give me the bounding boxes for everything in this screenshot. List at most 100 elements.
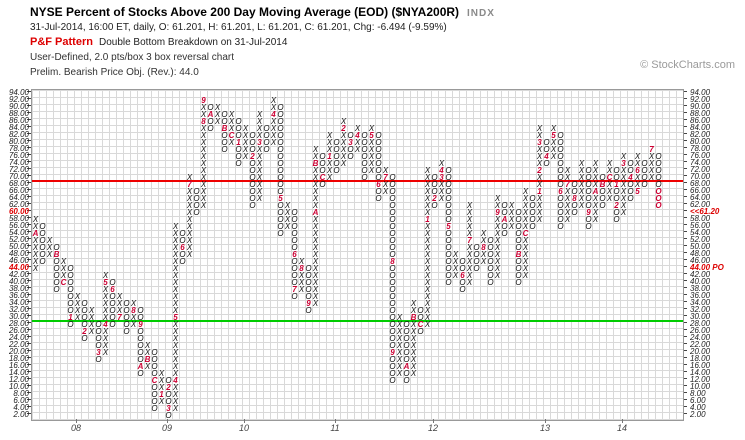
pf-cell: X xyxy=(522,257,529,266)
pf-cell: O xyxy=(53,271,60,280)
pf-cell: O xyxy=(151,404,158,413)
pf-cell: X xyxy=(46,236,53,245)
pf-cell: X xyxy=(536,180,543,189)
pf-cell: X xyxy=(88,306,95,315)
month-marker: A xyxy=(207,110,214,119)
pf-cell: X xyxy=(284,215,291,224)
pf-cell: X xyxy=(172,299,179,308)
pf-cell: O xyxy=(389,243,396,252)
pf-cell: X xyxy=(312,180,319,189)
pf-cell: O xyxy=(165,397,172,406)
pf-cell: O xyxy=(95,320,102,329)
pf-cell: X xyxy=(382,187,389,196)
month-marker: 8 xyxy=(201,117,206,126)
pf-cell: O xyxy=(151,355,158,364)
pf-cell: X xyxy=(424,201,431,210)
pf-cell: X xyxy=(200,194,207,203)
pf-cell: O xyxy=(445,271,452,280)
pf-cell: X xyxy=(256,117,263,126)
pf-cell: O xyxy=(151,390,158,399)
y-axis-label-left: 82.00 xyxy=(8,130,29,139)
pf-cell: X xyxy=(88,320,95,329)
pf-cell: X xyxy=(172,320,179,329)
pf-cell: X xyxy=(620,166,627,175)
pf-cell: O xyxy=(445,180,452,189)
pf-cell: X xyxy=(74,313,81,322)
pf-cell: O xyxy=(501,222,508,231)
pf-cell: O xyxy=(277,187,284,196)
pf-cell: O xyxy=(39,243,46,252)
month-marker: 6 xyxy=(558,187,563,196)
pf-cell: X xyxy=(88,327,95,336)
pf-cell: O xyxy=(221,110,228,119)
pf-cell: X xyxy=(382,166,389,175)
pf-cell: X xyxy=(466,201,473,210)
pf-cell: X xyxy=(466,229,473,238)
y-axis-label-left: 24.00 xyxy=(8,333,29,342)
pf-cell: O xyxy=(627,159,634,168)
pf-cell: X xyxy=(410,306,417,315)
month-marker: C xyxy=(151,376,158,385)
pf-cell: X xyxy=(256,180,263,189)
month-marker: 7 xyxy=(649,145,654,154)
year-label: 14 xyxy=(616,423,627,433)
pf-cell: X xyxy=(200,103,207,112)
pf-cell: O xyxy=(599,194,606,203)
pf-cell: X xyxy=(298,257,305,266)
year-tick xyxy=(433,419,434,423)
pf-cell: X xyxy=(424,320,431,329)
pf-cell: X xyxy=(536,194,543,203)
pf-cell: X xyxy=(522,208,529,217)
y-axis-label-left: 28.00 xyxy=(8,319,29,328)
month-marker: 5 xyxy=(278,194,283,203)
pf-cell: X xyxy=(312,201,319,210)
pf-cell: X xyxy=(312,194,319,203)
y-axis-label-left: 76.00 xyxy=(8,151,29,160)
pf-cell: X xyxy=(102,327,109,336)
pf-cell: X xyxy=(648,166,655,175)
pf-cell: O xyxy=(151,397,158,406)
pf-cell: X xyxy=(256,166,263,175)
pf-cell: X xyxy=(494,201,501,210)
pf-cell: X xyxy=(326,173,333,182)
pf-cell: O xyxy=(305,264,312,273)
month-marker: 4 xyxy=(173,376,178,385)
y-axis-label-right: 46.00 xyxy=(690,256,711,265)
stockcharts-copyright: © StockCharts.com xyxy=(640,59,735,71)
pf-cell: X xyxy=(522,236,529,245)
y-axis-label-right: 22.00 xyxy=(690,340,711,349)
pf-cell: X xyxy=(186,215,193,224)
year-label: 12 xyxy=(427,423,438,433)
y-axis-label-right: 90.00 xyxy=(690,102,711,111)
pf-cell: O xyxy=(137,306,144,315)
pf-cell: X xyxy=(102,341,109,350)
month-marker: 1 xyxy=(68,313,73,322)
month-marker: 5 xyxy=(551,131,556,140)
pf-cell: O xyxy=(39,250,46,259)
pf-cell: O xyxy=(515,264,522,273)
pf-cell: O xyxy=(249,138,256,147)
pf-cell: O xyxy=(333,166,340,175)
y-axis-label-right: 94.00 xyxy=(690,88,711,97)
y-axis-label-left: 68.00 xyxy=(8,179,29,188)
month-marker: 3 xyxy=(439,173,444,182)
pf-cell: X xyxy=(340,138,347,147)
month-marker: 7 xyxy=(187,180,192,189)
pf-cell: O xyxy=(557,208,564,217)
pf-cell: X xyxy=(480,229,487,238)
pf-cell: X xyxy=(60,264,67,273)
pf-cell: X xyxy=(270,103,277,112)
pf-cell: X xyxy=(284,201,291,210)
pf-cell: O xyxy=(557,222,564,231)
pf-cell: O xyxy=(263,124,270,133)
pf-cell: O xyxy=(39,257,46,266)
pf-cell: O xyxy=(557,180,564,189)
pf-cell: X xyxy=(354,145,361,154)
pf-cell: X xyxy=(214,117,221,126)
pf-cell: X xyxy=(494,194,501,203)
month-marker: 5 xyxy=(369,131,374,140)
pf-cell: O xyxy=(137,327,144,336)
pf-cell: X xyxy=(312,215,319,224)
month-marker: C xyxy=(606,173,613,182)
pf-cell: O xyxy=(655,152,662,161)
